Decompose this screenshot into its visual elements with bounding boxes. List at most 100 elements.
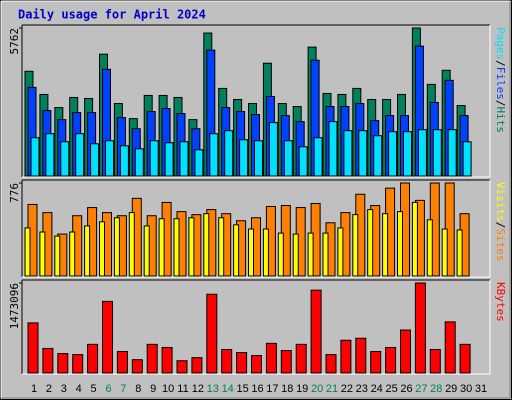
bar [355,337,367,374]
bar [209,133,219,177]
bar [248,228,254,277]
x-tick-label: 26 [400,383,412,395]
x-tick-label: 7 [120,383,126,395]
legend: KBytes [494,282,507,322]
x-tick-label: 11 [177,383,188,395]
bar [179,141,189,177]
bar [173,218,180,277]
x-tick-label: 13 [207,383,219,395]
bar [221,348,233,374]
x-tick-label: 8 [135,383,141,395]
bar [236,352,248,374]
x-tick-label: 19 [296,383,308,395]
x-tick-label: 29 [445,383,457,395]
legend: Visits/Sites [494,182,507,262]
bar [131,359,143,374]
bar [340,339,352,374]
bar [164,142,174,177]
bar [400,329,411,374]
bar [462,141,472,177]
bar [69,231,76,277]
bar [385,346,397,374]
bar [42,347,54,374]
x-tick-label: 5 [91,383,97,395]
bar [447,129,457,177]
bar [307,232,314,277]
bar [102,300,113,374]
bar [456,229,463,277]
legend-entry: Pages [494,27,507,60]
x-tick-label: 24 [371,383,383,395]
bar [90,143,100,177]
bar [414,282,426,374]
x-tick-label: 3 [61,383,67,395]
bar [265,342,277,374]
bar [105,140,114,177]
bar [313,137,323,177]
bar [191,357,203,374]
bar [310,289,322,374]
bar [251,355,262,374]
bar [99,221,105,277]
bar [149,140,159,177]
bar [373,135,383,177]
x-tick-label: 10 [162,383,174,395]
bar [441,228,448,277]
bar [218,217,225,277]
bar [322,232,329,277]
bar [116,350,128,374]
bar [367,209,374,277]
bar [262,228,269,277]
bar [54,235,61,277]
bar [277,232,284,277]
x-tick-label: 14 [222,383,234,395]
x-tick-label: 17 [266,383,278,395]
bar [444,321,456,374]
x-tick-label: 22 [341,383,353,395]
bar [292,233,299,277]
x-tick-label: 16 [251,383,263,395]
legend: Pages/Files/Hits [494,27,507,133]
legend-entry: KBytes [494,282,507,322]
legend-entry: Hits [494,107,507,134]
bar [358,130,368,177]
legend-separator: / [494,222,507,229]
bar [72,354,84,374]
y-tick-label: 5762 [8,28,21,55]
bar [134,148,144,177]
bar [113,217,120,277]
x-tick-label: 21 [326,383,338,395]
x-tick-label: 28 [430,383,442,395]
bar [298,146,308,177]
legend-separator: / [494,100,507,107]
bar [24,227,31,277]
bar [429,348,441,374]
bar [268,122,278,177]
bar [39,231,46,277]
bar [254,140,263,177]
bar [352,214,359,277]
bar [283,140,293,177]
x-tick-label: 30 [460,383,472,395]
x-tick-label: 6 [105,383,111,395]
bar [432,129,442,177]
bar [397,211,403,277]
legend-separator: / [494,60,507,67]
x-tick-label: 12 [192,383,204,395]
bar [382,213,389,277]
bar [411,201,418,277]
x-tick-label: 1 [31,383,37,395]
x-tick-label: 18 [281,383,293,395]
x-tick-label: 15 [236,383,248,395]
x-tick-label: 25 [385,383,397,395]
bar [188,217,195,277]
x-tick-label: 9 [150,383,156,395]
bar [75,133,85,177]
bar [459,343,471,374]
bar [206,293,218,374]
legend-entry: Files [494,67,507,100]
bar [60,141,70,177]
bar [233,224,240,277]
bar [203,213,210,277]
bar [87,343,99,374]
